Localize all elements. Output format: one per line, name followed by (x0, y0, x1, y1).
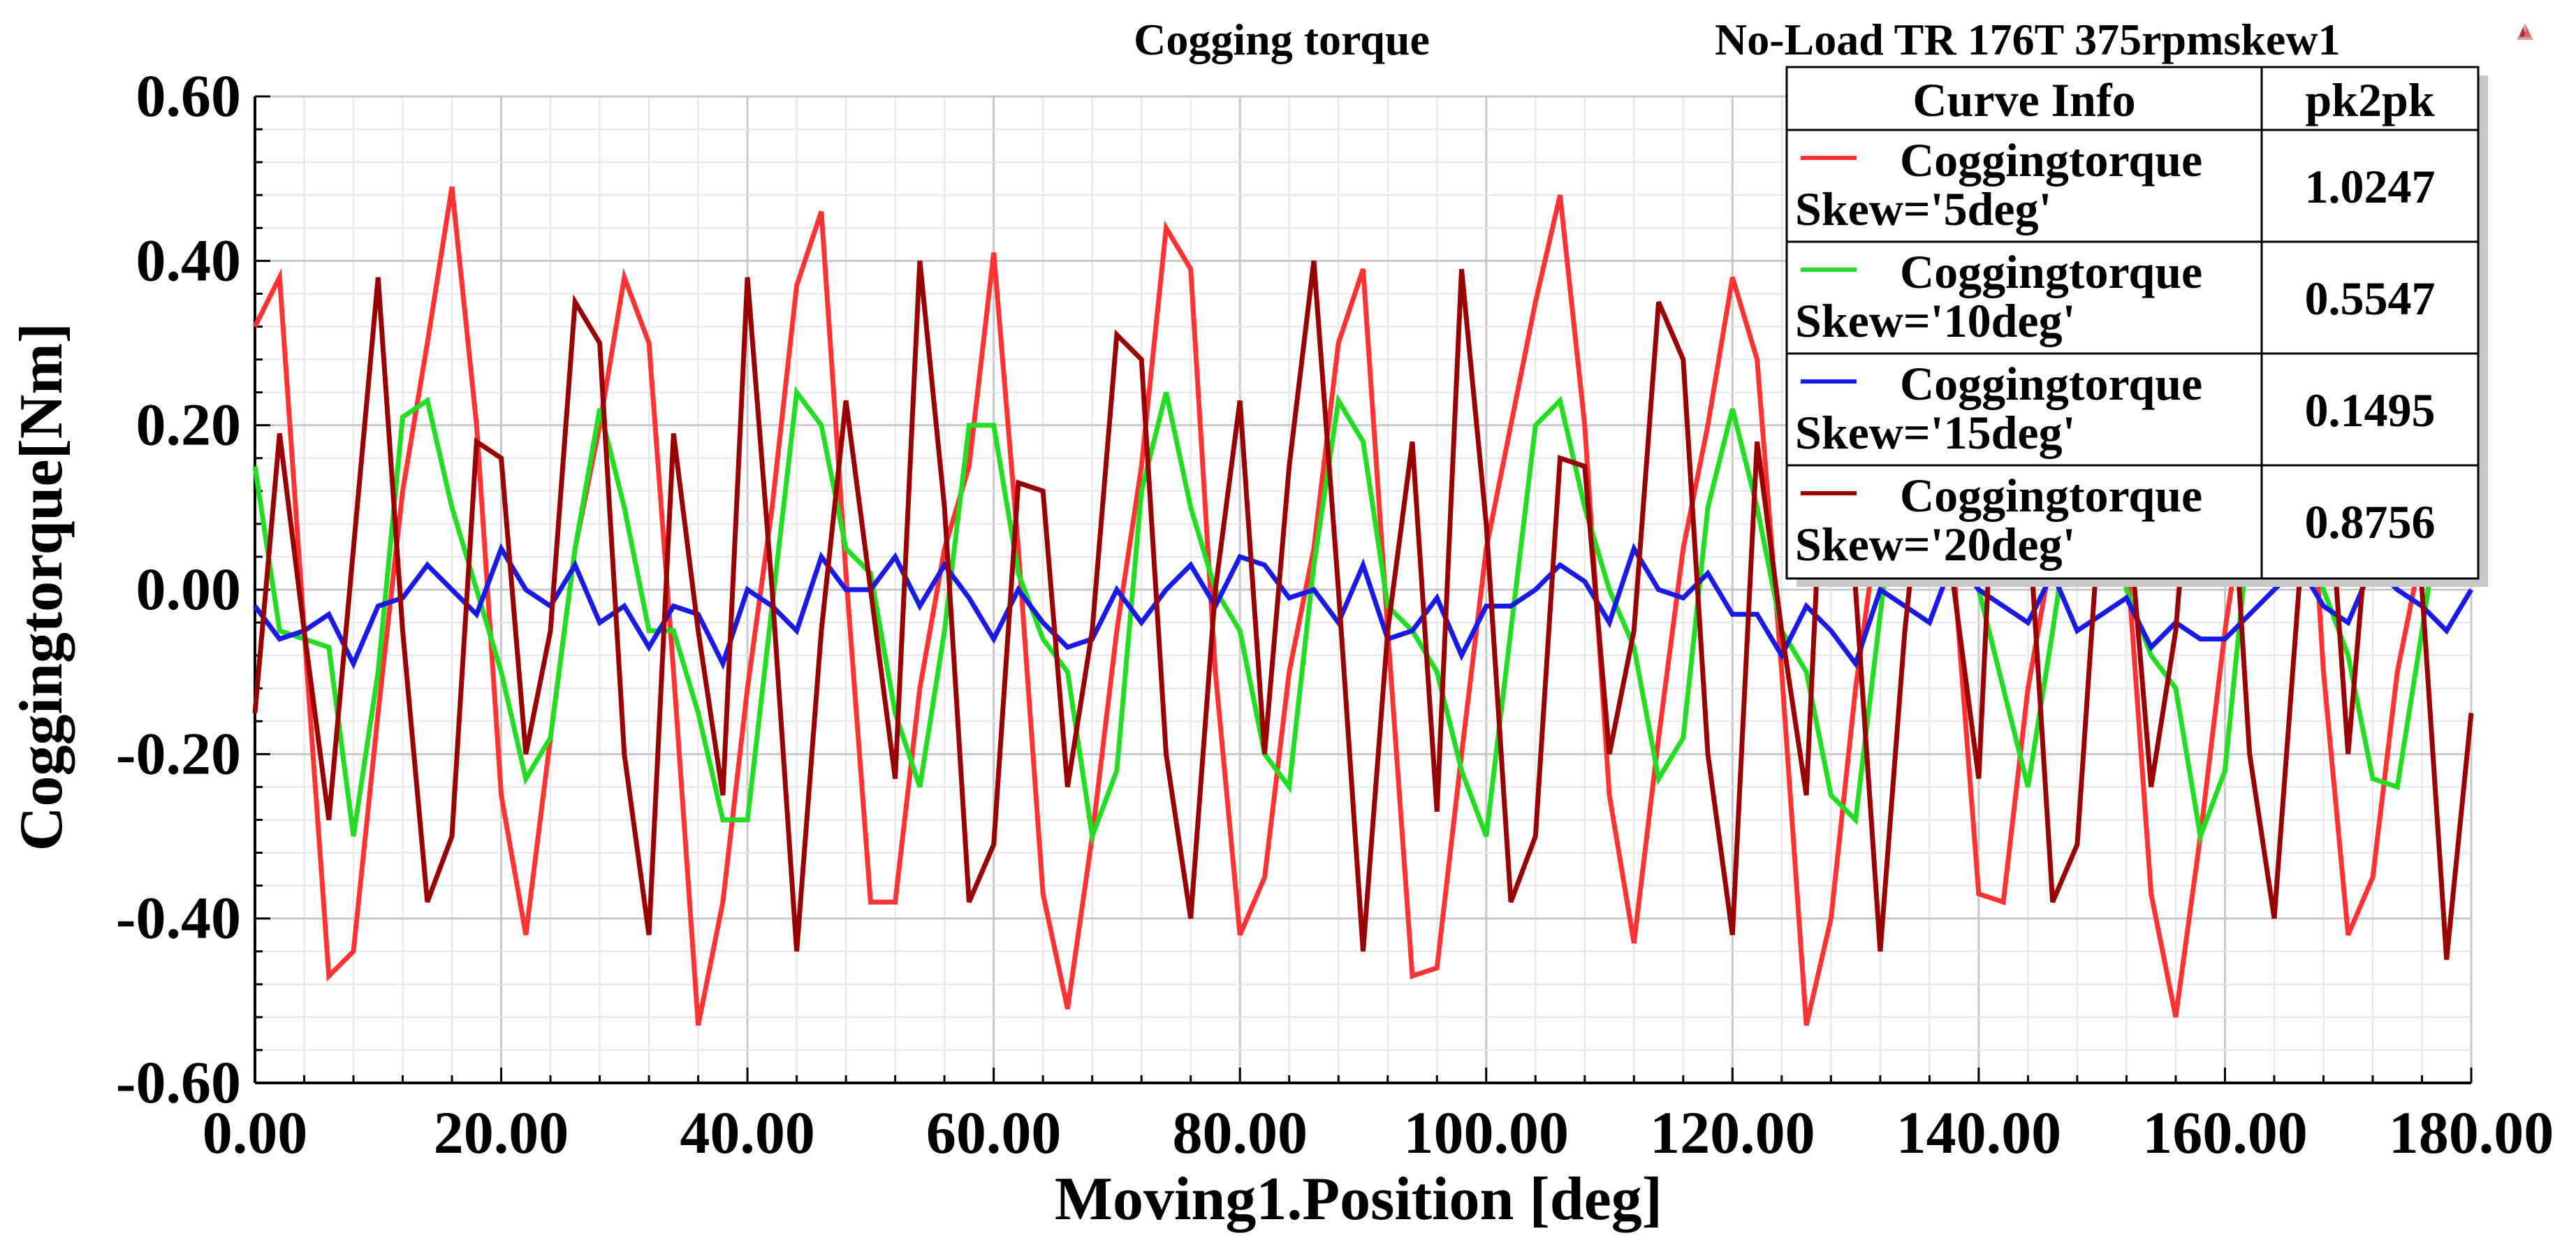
legend-series-name: Coggingtorque (1900, 245, 2202, 298)
legend: Curve Info pk2pk Coggingtorque Skew='5de… (1785, 66, 2488, 587)
x-tick-label: 180.00 (2389, 1099, 2554, 1166)
y-tick-label: 0.00 (136, 555, 242, 623)
legend-series-name: Coggingtorque (1900, 469, 2202, 522)
legend-box (1785, 66, 2480, 580)
legend-series-name: Coggingtorque (1900, 133, 2202, 187)
x-tick-label: 100.00 (1404, 1099, 1569, 1166)
legend-header-label: Curve Info (1912, 73, 2135, 126)
series-line-3 (253, 542, 2474, 671)
x-tick-label: 60.00 (926, 1099, 1062, 1166)
y-tick-label: 0.20 (136, 391, 242, 458)
legend-series-params: Skew='5deg' (1795, 182, 2051, 235)
y-tick-label: -0.60 (116, 1049, 241, 1116)
y-axis-title: Coggingtorque[Nm] (8, 323, 75, 851)
x-tick-label: 40.00 (680, 1099, 815, 1166)
legend-pk2pk-value: 0.5547 (2305, 272, 2436, 325)
legend-series-params: Skew='10deg' (1795, 294, 2075, 347)
legend-pk2pk-value: 0.1495 (2305, 384, 2436, 437)
tick-labels: 0.00 20.00 40.00 60.00 80.00 100.00 120.00 140.… (116, 62, 2554, 1166)
x-tick-label: 20.00 (434, 1099, 569, 1166)
x-tick-label: 140.00 (1896, 1099, 2062, 1166)
chart-subtitle: No-Load TR 176T 375rpmskew1 (1715, 15, 2341, 64)
y-tick-label: 0.60 (136, 62, 242, 129)
legend-series-params: Skew='20deg' (1795, 518, 2075, 571)
y-tick-label: -0.40 (116, 885, 241, 952)
x-tick-label: 80.00 (1172, 1099, 1308, 1166)
plot-axes (254, 95, 2473, 1084)
legend-series-params: Skew='15deg' (1795, 406, 2075, 459)
x-axis-title: Moving1.Position [deg] (1055, 1165, 1662, 1233)
y-tick-label: -0.20 (116, 720, 241, 787)
chart-title: Cogging torque (1134, 15, 1430, 64)
legend-pk2pk-value: 1.0247 (2305, 160, 2436, 213)
legend-series-name: Coggingtorque (1900, 357, 2202, 410)
legend-header-value: pk2pk (2305, 73, 2434, 126)
ansys-logo-icon (2517, 23, 2533, 40)
x-tick-label: 120.00 (1650, 1099, 1815, 1166)
legend-pk2pk-value: 0.8756 (2305, 495, 2436, 548)
y-tick-label: 0.40 (136, 226, 242, 293)
x-tick-label: 0.00 (203, 1099, 308, 1166)
x-tick-label: 160.00 (2142, 1099, 2308, 1166)
